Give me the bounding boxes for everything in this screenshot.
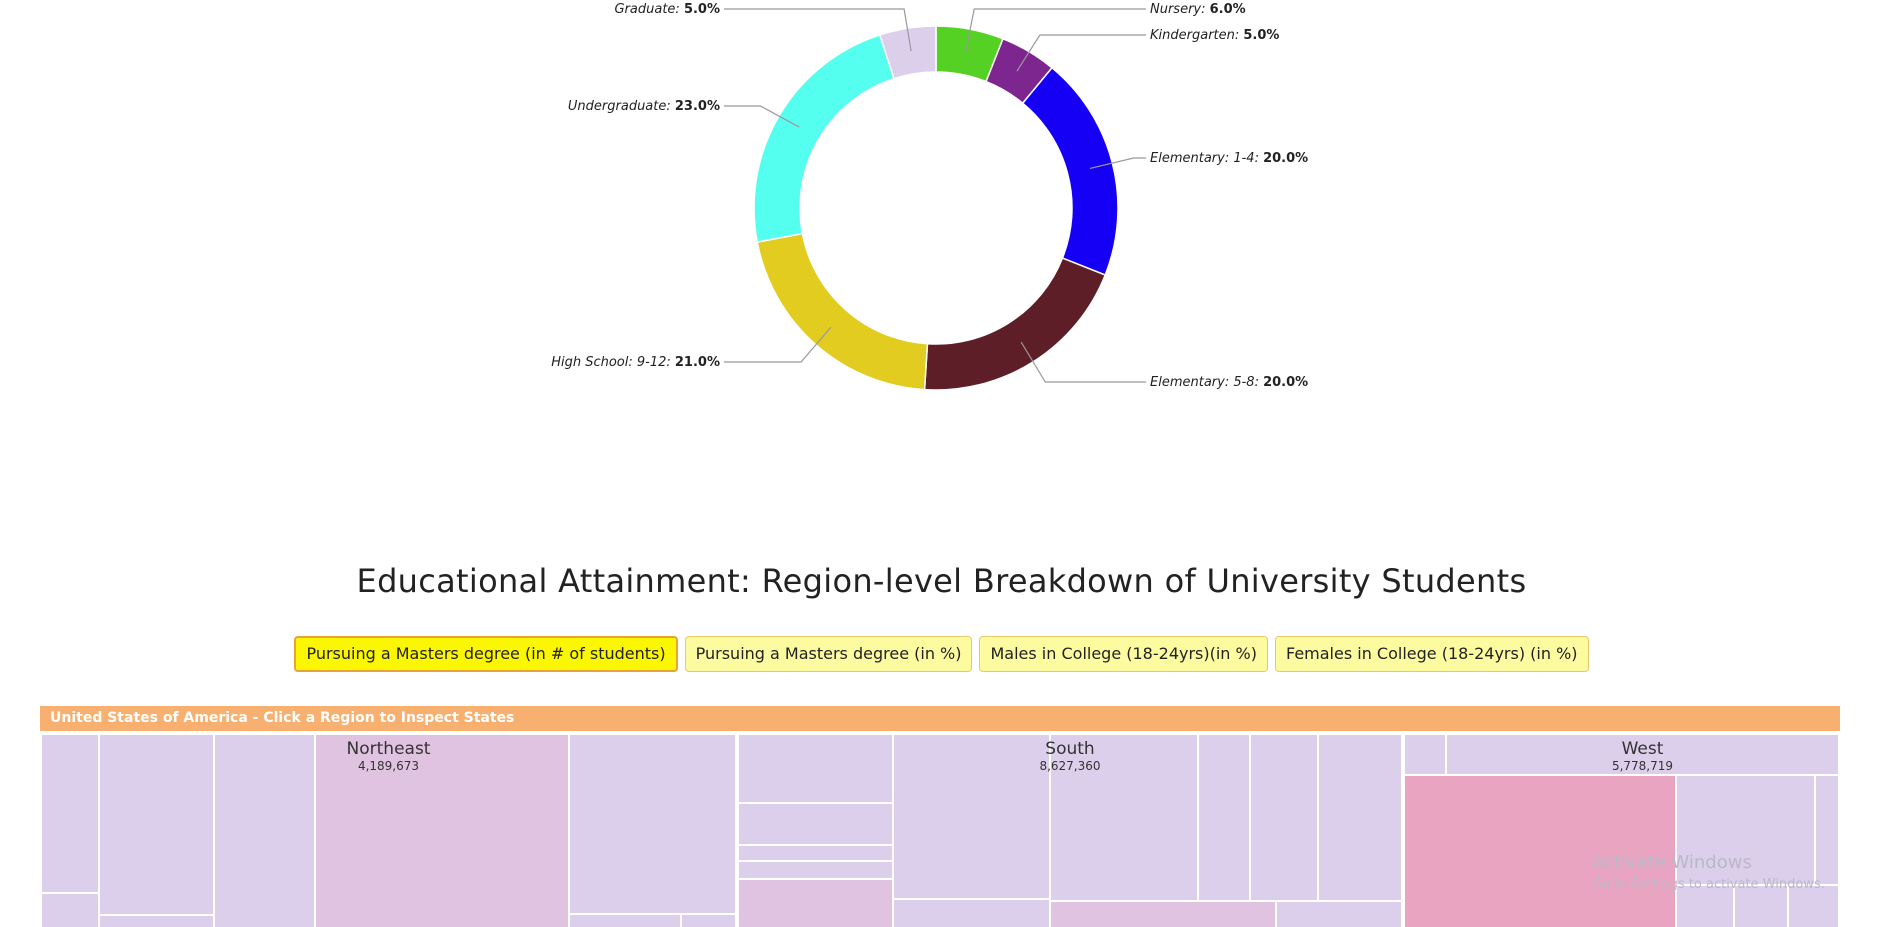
region-value: 4,189,673 [357,759,420,773]
state-tile[interactable] [1198,733,1250,901]
state-tile[interactable] [99,915,214,927]
donut-leader-line [965,8,1146,52]
donut-label: Nursery: 6.0% [1150,2,1246,17]
donut-leader-line [1016,34,1146,72]
state-tile[interactable] [1276,901,1402,927]
state-tile[interactable] [1734,885,1788,927]
donut-slice[interactable] [923,257,1107,391]
donut-label: High School: 9-12: 21.0% [551,355,720,370]
region-value: 8,627,360 [1039,759,1101,773]
state-tile[interactable] [893,899,1050,927]
region-name: West [1621,739,1664,759]
donut-slice[interactable] [1021,66,1119,276]
state-tile[interactable] [1446,733,1840,775]
donut-label-value: 5.0% [684,2,720,17]
treemap: Northeast 4,189,673 South 8,627,360 West… [40,733,1840,927]
donut-slice[interactable] [756,232,929,391]
state-tile[interactable] [1676,885,1734,927]
donut-label: Kindergarten: 5.0% [1150,28,1279,43]
metric-button-females-college[interactable]: Females in College (18-24yrs) (in %) [1274,636,1589,672]
state-tile[interactable] [569,733,736,914]
donut-label-name: Elementary: 5-8: [1150,375,1263,390]
state-tile[interactable] [1676,775,1815,885]
donut-label-value: 21.0% [675,355,720,370]
section-title: Educational Attainment: Region-level Bre… [356,562,1527,600]
state-tile[interactable] [738,733,893,803]
donut-leader-line [724,105,800,128]
state-tile[interactable] [1404,775,1676,927]
region-west[interactable]: West 5,778,719 [1403,733,1840,927]
donut-label-value: 5.0% [1243,28,1279,43]
donut-chart: Nursery: 6.0% Kindergarten: 5.0% Elementar… [551,2,1308,391]
donut-label-value: 20.0% [1263,151,1308,166]
state-tile[interactable] [738,803,893,845]
donut-leader-line [724,326,832,363]
donut-label: Elementary: 5-8: 20.0% [1150,375,1308,390]
state-tile[interactable] [315,733,569,927]
state-tile[interactable] [1250,733,1318,901]
state-tile[interactable] [1815,775,1840,885]
state-tile[interactable] [99,733,214,915]
state-tile[interactable] [569,914,681,927]
metric-button-masters-count[interactable]: Pursuing a Masters degree (in # of stude… [294,636,678,672]
donut-label-name: Kindergarten: [1150,28,1243,43]
donut-label-name: Elementary: 1-4: [1150,151,1263,166]
state-tile[interactable] [1050,901,1276,927]
donut-label-value: 6.0% [1210,2,1246,17]
region-south[interactable]: South 8,627,360 [737,733,1403,927]
donut-label-name: High School: 9-12: [551,355,675,370]
donut-leader-line [724,8,912,52]
donut-slice[interactable] [878,25,937,80]
donut-label-value: 23.0% [675,99,720,114]
metric-buttons: Pursuing a Masters degree (in # of stude… [0,636,1883,672]
donut-label: Elementary: 1-4: 20.0% [1150,151,1308,166]
state-tile[interactable] [738,879,893,927]
donut-label: Graduate: 5.0% [614,2,720,17]
region-name: South [1045,739,1095,759]
state-tile[interactable] [893,733,1050,899]
state-tile[interactable] [214,733,315,927]
region-name: Northeast [346,739,431,759]
metric-button-masters-percent[interactable]: Pursuing a Masters degree (in %) [684,636,973,672]
watermark-subtitle: Go to Settings to activate Windows. [1592,877,1825,892]
state-tile[interactable] [1788,885,1840,927]
donut-label-name: Graduate: [614,2,683,17]
donut-slice[interactable] [753,33,895,243]
activate-windows-watermark: Activate Windows Go to Settings to activ… [1592,852,1825,892]
donut-leader-line [1020,341,1146,383]
donut-label-value: 20.0% [1263,375,1308,390]
region-northeast[interactable]: Northeast 4,189,673 [40,733,737,927]
metric-button-males-college[interactable]: Males in College (18-24yrs)(in %) [979,636,1268,672]
treemap-header[interactable]: United States of America - Click a Regio… [40,706,1840,731]
watermark-title: Activate Windows [1592,852,1752,873]
donut-label-name: Undergraduate: [568,99,675,114]
donut-leader-line [1089,157,1146,170]
state-tile[interactable] [1050,733,1198,901]
donut-label-name: Nursery: [1150,2,1210,17]
region-value: 5,778,719 [1611,759,1674,773]
state-tile[interactable] [40,733,99,893]
donut-label: Undergraduate: 23.0% [568,99,720,114]
